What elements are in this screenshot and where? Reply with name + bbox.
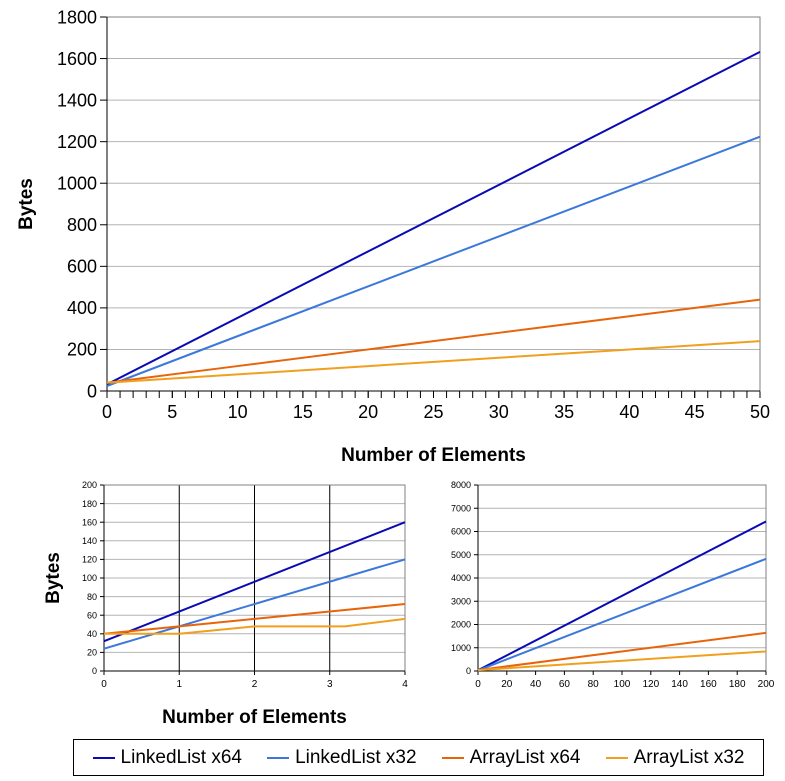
legend-item-arraylist-x64: ArrayList x64 bbox=[441, 746, 581, 769]
y-tick-label: 140 bbox=[82, 536, 97, 546]
y-tick-label: 0 bbox=[466, 666, 471, 676]
x-tick-label: 40 bbox=[530, 679, 542, 690]
y-tick-label: 60 bbox=[87, 610, 97, 620]
x-tick-label: 20 bbox=[501, 679, 513, 690]
series-line-arraylist-x64 bbox=[106, 298, 761, 384]
legend-item-arraylist-x32: ArrayList x32 bbox=[605, 746, 745, 769]
small-chart-left: 0 20 40 60 80 100 120 140 160 180 200 0 1 2 3 4 Number o… bbox=[43, 480, 408, 728]
x-tick-label: 120 bbox=[642, 679, 659, 690]
y-tick-label: 5000 bbox=[451, 550, 471, 560]
x-tick-label: 3 bbox=[327, 679, 333, 690]
series-line-linkedlist-x32 bbox=[477, 557, 767, 672]
x-axis-title: Number of Elements bbox=[162, 707, 347, 728]
legend: LinkedList x64 LinkedList x32 ArrayList … bbox=[73, 739, 764, 776]
x-tick-label: 2 bbox=[252, 679, 258, 690]
x-tick-label: 60 bbox=[559, 679, 571, 690]
x-axis-title: Number of Elements bbox=[341, 445, 526, 466]
legend-swatch-linkedlist-x32 bbox=[267, 756, 290, 759]
main-chart: 0 200 400 600 800 1000 1200 1400 1600 1800 0 5 10 15 2… bbox=[16, 7, 770, 466]
y-tick-label: 3000 bbox=[451, 596, 471, 606]
y-tick-label: 1200 bbox=[57, 132, 97, 152]
x-tick-label: 50 bbox=[750, 402, 770, 422]
series-line-linkedlist-x64 bbox=[106, 51, 761, 386]
legend-label: ArrayList x64 bbox=[469, 746, 581, 768]
series-line-arraylist-x32 bbox=[106, 340, 761, 384]
x-tick-label: 140 bbox=[671, 679, 688, 690]
x-tick-label: 100 bbox=[614, 679, 631, 690]
series-line-arraylist-x32 bbox=[104, 617, 406, 635]
x-tick-label: 20 bbox=[358, 402, 378, 422]
y-tick-label: 100 bbox=[82, 573, 97, 583]
legend-label: LinkedList x32 bbox=[295, 746, 417, 768]
series-line-arraylist-x64 bbox=[103, 603, 406, 635]
series-line-linkedlist-x32 bbox=[106, 135, 761, 387]
y-tick-label: 6000 bbox=[451, 527, 471, 537]
x-tick-label: 0 bbox=[475, 679, 481, 690]
legend-item-linkedlist-x64: LinkedList x64 bbox=[92, 746, 242, 769]
x-tick-label: 180 bbox=[729, 679, 746, 690]
legend-swatch-arraylist-x64 bbox=[441, 756, 464, 759]
y-tick-label: 200 bbox=[82, 480, 97, 490]
legend-label: LinkedList x64 bbox=[120, 746, 242, 768]
x-tick-label: 200 bbox=[758, 679, 775, 690]
y-tick-label: 180 bbox=[82, 499, 97, 509]
small-chart-right: 0 1000 2000 3000 4000 5000 6000 7000 8000 0 20 40 60… bbox=[451, 480, 775, 690]
y-tick-label: 1800 bbox=[57, 7, 97, 27]
y-tick-label: 20 bbox=[87, 648, 97, 658]
x-tick-label: 25 bbox=[423, 402, 443, 422]
series-line-arraylist-x64 bbox=[477, 631, 767, 672]
y-tick-label: 2000 bbox=[451, 620, 471, 630]
y-tick-label: 400 bbox=[67, 298, 97, 318]
y-axis-title: Bytes bbox=[16, 178, 37, 230]
series-line-linkedlist-x64 bbox=[103, 521, 406, 643]
x-tick-label: 40 bbox=[619, 402, 639, 422]
legend-item-linkedlist-x32: LinkedList x32 bbox=[267, 746, 417, 769]
y-tick-label: 1400 bbox=[57, 90, 97, 110]
x-tick-label: 1 bbox=[176, 679, 182, 690]
y-axis-title: Bytes bbox=[43, 552, 64, 604]
x-tick-label: 10 bbox=[228, 402, 248, 422]
legend-swatch-arraylist-x32 bbox=[605, 756, 628, 759]
y-tick-label: 600 bbox=[67, 257, 97, 277]
y-tick-label: 800 bbox=[67, 215, 97, 235]
x-tick-label: 80 bbox=[588, 679, 600, 690]
x-tick-label: 4 bbox=[402, 679, 408, 690]
y-tick-label: 40 bbox=[87, 629, 97, 639]
x-tick-label: 160 bbox=[700, 679, 717, 690]
y-tick-label: 7000 bbox=[451, 503, 471, 513]
y-tick-label: 80 bbox=[87, 592, 97, 602]
x-tick-label: 45 bbox=[685, 402, 705, 422]
y-tick-label: 120 bbox=[82, 555, 97, 565]
y-tick-label: 1600 bbox=[57, 49, 97, 69]
x-tick-label: 0 bbox=[101, 679, 107, 690]
x-tick-label: 35 bbox=[554, 402, 574, 422]
y-tick-label: 1000 bbox=[57, 174, 97, 194]
legend-swatch-linkedlist-x64 bbox=[92, 756, 115, 759]
x-tick-label: 15 bbox=[293, 402, 313, 422]
y-tick-label: 4000 bbox=[451, 573, 471, 583]
y-tick-label: 0 bbox=[92, 666, 97, 676]
x-tick-label: 5 bbox=[167, 402, 177, 422]
legend-label: ArrayList x32 bbox=[633, 746, 745, 768]
y-tick-label: 160 bbox=[82, 517, 97, 527]
series-line-linkedlist-x64 bbox=[477, 520, 767, 672]
y-tick-label: 8000 bbox=[451, 480, 471, 490]
y-tick-label: 0 bbox=[87, 381, 97, 401]
x-tick-label: 0 bbox=[102, 402, 112, 422]
series-line-arraylist-x32 bbox=[477, 650, 767, 672]
y-tick-label: 200 bbox=[67, 340, 97, 360]
x-tick-label: 30 bbox=[489, 402, 509, 422]
y-tick-label: 1000 bbox=[451, 643, 471, 653]
